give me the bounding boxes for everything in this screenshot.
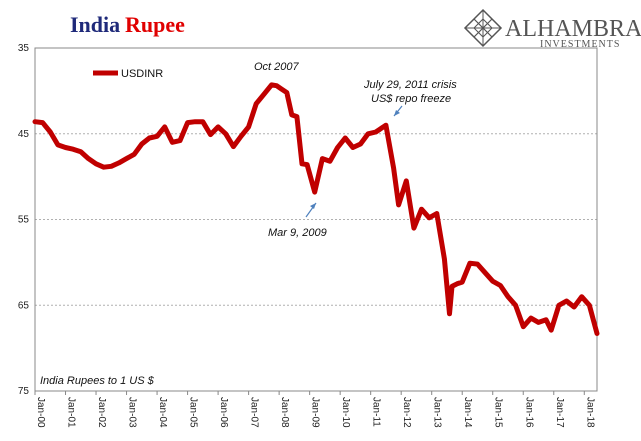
x-tick-label: Jan-13 [432, 397, 443, 428]
x-tick-label: Jan-11 [371, 397, 382, 427]
x-tick-label: Jan-09 [310, 397, 321, 428]
x-tick-label: Jan-15 [493, 397, 504, 428]
annotation-jul-2011-line1: July 29, 2011 crisis [363, 79, 457, 91]
x-tick-label: Jan-07 [249, 397, 260, 428]
y-axis-label: India Rupees to 1 US $ [40, 375, 155, 387]
x-tick-label: Jan-17 [554, 397, 565, 428]
brand-name: ALHAMBRA [505, 16, 641, 42]
x-tick-label: Jan-06 [218, 397, 229, 428]
annotation-mar-2009-arrowhead [310, 203, 316, 209]
y-tick-label: 55 [18, 215, 30, 226]
y-tick-label: 75 [18, 386, 30, 397]
x-tick-label: Jan-14 [462, 397, 473, 428]
x-tick-label: Jan-16 [523, 397, 534, 428]
grid [35, 133, 597, 306]
x-tick-label: Jan-10 [340, 397, 351, 428]
annotation-jul-2011-arrowhead [394, 110, 400, 116]
annotation-oct-2007: Oct 2007 [254, 61, 300, 73]
x-tick-label: Jan-05 [188, 397, 199, 428]
x-tick-label: Jan-03 [127, 397, 138, 428]
x-tick-label: Jan-04 [157, 397, 168, 428]
plot-frame [34, 47, 598, 392]
y-tick-label: 65 [18, 300, 30, 311]
series-usdinr-line [32, 82, 600, 336]
chart-title-part2: Rupee [125, 12, 185, 37]
y-tick-label: 45 [18, 129, 30, 140]
annotation-jul-2011-line2: US$ repo freeze [371, 93, 451, 105]
chart-title-part1: India [70, 12, 120, 37]
annotation-mar-2009: Mar 9, 2009 [268, 227, 327, 239]
x-axis: Jan-00 Jan-01 Jan-02 Jan-03 Jan-04 Jan-05 Jan-… [34, 391, 595, 428]
x-tick-label: Jan-18 [584, 397, 595, 428]
brand-tagline: INVESTMENTS [540, 39, 620, 50]
x-tick-label: Jan-02 [96, 397, 107, 428]
y-axis: 35 45 55 65 75 [18, 43, 30, 397]
diamond-lattice-icon [463, 8, 503, 48]
y-tick-label: 35 [18, 43, 30, 54]
x-tick-label: Jan-08 [279, 397, 290, 428]
x-tick-label: Jan-00 [35, 397, 46, 428]
x-tick-label: Jan-01 [66, 397, 77, 428]
x-tick-label: Jan-12 [401, 397, 412, 428]
legend-label-usdinr: USDINR [121, 68, 163, 80]
